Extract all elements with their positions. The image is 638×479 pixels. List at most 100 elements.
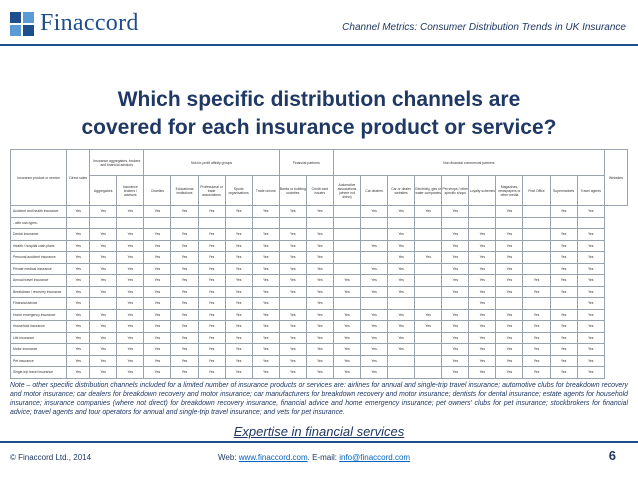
coverage-cell xyxy=(251,216,280,229)
coverage-cell xyxy=(495,297,524,310)
coverage-cell: Yes xyxy=(305,274,334,287)
coverage-cell: Yes xyxy=(468,228,497,241)
coverage-cell: Yes xyxy=(116,228,145,241)
coverage-cell: Yes xyxy=(170,308,199,321)
coverage-cell xyxy=(522,262,551,275)
coverage-cell: Yes xyxy=(89,320,118,333)
coverage-cell: Yes xyxy=(143,343,172,356)
coverage-cell: Yes xyxy=(549,205,578,218)
coverage-cell: Yes xyxy=(468,331,497,344)
channel-header: Educational institutions xyxy=(170,175,199,206)
coverage-cell: Yes xyxy=(359,331,389,344)
coverage-cell: Yes xyxy=(387,228,416,241)
coverage-cell xyxy=(332,205,362,218)
coverage-cell: Yes xyxy=(576,320,605,333)
coverage-cell: Yes xyxy=(66,228,91,241)
table-row: Financial advice Yes Yes Yes Yes Yes Yes Yes Yes… xyxy=(9,297,628,310)
coverage-cell: Yes xyxy=(143,274,172,287)
coverage-cell: Yes xyxy=(116,343,145,356)
coverage-cell: Yes xyxy=(224,343,253,356)
coverage-cell: Yes xyxy=(576,274,605,287)
coverage-cell: Yes xyxy=(251,331,280,344)
channel-header: Electricity, gas or water companies xyxy=(414,175,443,206)
coverage-cell: Yes xyxy=(332,308,362,321)
title-line-1: Which specific distribution channels are xyxy=(117,88,521,111)
channel-header: Car dealers xyxy=(359,175,389,206)
coverage-cell: Yes xyxy=(197,285,226,298)
coverage-cell: Yes xyxy=(305,228,334,241)
coverage-cell: Yes xyxy=(549,331,578,344)
coverage-cell: Yes xyxy=(305,239,334,252)
coverage-cell: Yes xyxy=(549,239,578,252)
coverage-cell: Yes xyxy=(278,308,307,321)
coverage-cell xyxy=(170,216,199,229)
coverage-cell: Yes xyxy=(441,274,470,287)
coverage-cell xyxy=(197,216,226,229)
coverage-cell: Yes xyxy=(278,320,307,333)
coverage-cell: Yes xyxy=(495,320,524,333)
channel-header: Aggregators xyxy=(89,175,118,206)
coverage-cell: Yes xyxy=(522,274,551,287)
coverage-cell: Yes xyxy=(116,331,145,344)
coverage-cell xyxy=(414,262,443,275)
channel-header: Sports organisations xyxy=(224,175,253,206)
coverage-cell: Yes xyxy=(278,228,307,241)
slide-topic: Channel Metrics: Consumer Distribution T… xyxy=(342,22,626,33)
coverage-cell: Yes xyxy=(224,331,253,344)
coverage-cell: Yes xyxy=(224,285,253,298)
website-link[interactable]: www.finaccord.com xyxy=(238,453,308,462)
coverage-cell xyxy=(359,228,389,241)
product-label: Single-trip travel insurance xyxy=(9,366,68,379)
coverage-cell: Yes xyxy=(251,354,280,367)
coverage-cell xyxy=(359,216,389,229)
coverage-cell: Yes xyxy=(197,274,226,287)
coverage-cell: Yes xyxy=(66,285,91,298)
channel-header: Insurance brokers / advisors xyxy=(116,175,145,206)
coverage-cell: Yes xyxy=(305,354,334,367)
coverage-cell: Yes xyxy=(522,285,551,298)
coverage-cell: Yes xyxy=(89,274,118,287)
coverage-cell xyxy=(305,216,334,229)
coverage-cell: Yes xyxy=(387,308,416,321)
coverage-cell: Yes xyxy=(495,285,524,298)
coverage-cell xyxy=(441,297,470,310)
coverage-cell: Yes xyxy=(441,331,470,344)
coverage-cell: Yes xyxy=(441,228,470,241)
coverage-cell: Yes xyxy=(387,239,416,252)
coverage-cell: Yes xyxy=(89,262,118,275)
coverage-cell: Yes xyxy=(116,205,145,218)
coverage-cell: Yes xyxy=(305,343,334,356)
coverage-cell: Yes xyxy=(332,366,362,379)
product-label: Health / hospital cash plans xyxy=(9,239,68,252)
coverage-cell: Yes xyxy=(495,239,524,252)
coverage-cell: Yes xyxy=(197,331,226,344)
coverage-cell xyxy=(522,251,551,264)
table-row: - with sub-types: xyxy=(9,216,628,229)
coverage-cell xyxy=(414,343,443,356)
coverage-cell: Yes xyxy=(387,331,416,344)
coverage-cell: Yes xyxy=(468,320,497,333)
coverage-cell: Yes xyxy=(441,320,470,333)
email-link[interactable]: info@finaccord.com xyxy=(339,453,411,462)
coverage-cell: Yes xyxy=(305,331,334,344)
coverage-cell: Yes xyxy=(224,228,253,241)
coverage-cell xyxy=(414,274,443,287)
coverage-cell xyxy=(332,297,362,310)
channel-header: Car or dealer websites xyxy=(387,175,416,206)
coverage-cell xyxy=(414,239,443,252)
coverage-cell: Yes xyxy=(576,239,605,252)
coverage-cell: Yes xyxy=(143,239,172,252)
coverage-cell: Yes xyxy=(170,285,199,298)
coverage-cell: Yes xyxy=(549,308,578,321)
coverage-cell: Yes xyxy=(359,274,389,287)
coverage-cell: Yes xyxy=(89,343,118,356)
channel-header: Loyalty schemes xyxy=(468,175,497,206)
coverage-cell: Yes xyxy=(387,320,416,333)
coverage-cell: Yes xyxy=(468,297,497,310)
coverage-cell: Yes xyxy=(495,274,524,287)
coverage-cell xyxy=(441,216,470,229)
coverage-cell: Yes xyxy=(170,274,199,287)
coverage-cell: Yes xyxy=(576,262,605,275)
coverage-cell: Yes xyxy=(576,205,605,218)
coverage-cell xyxy=(468,216,497,229)
